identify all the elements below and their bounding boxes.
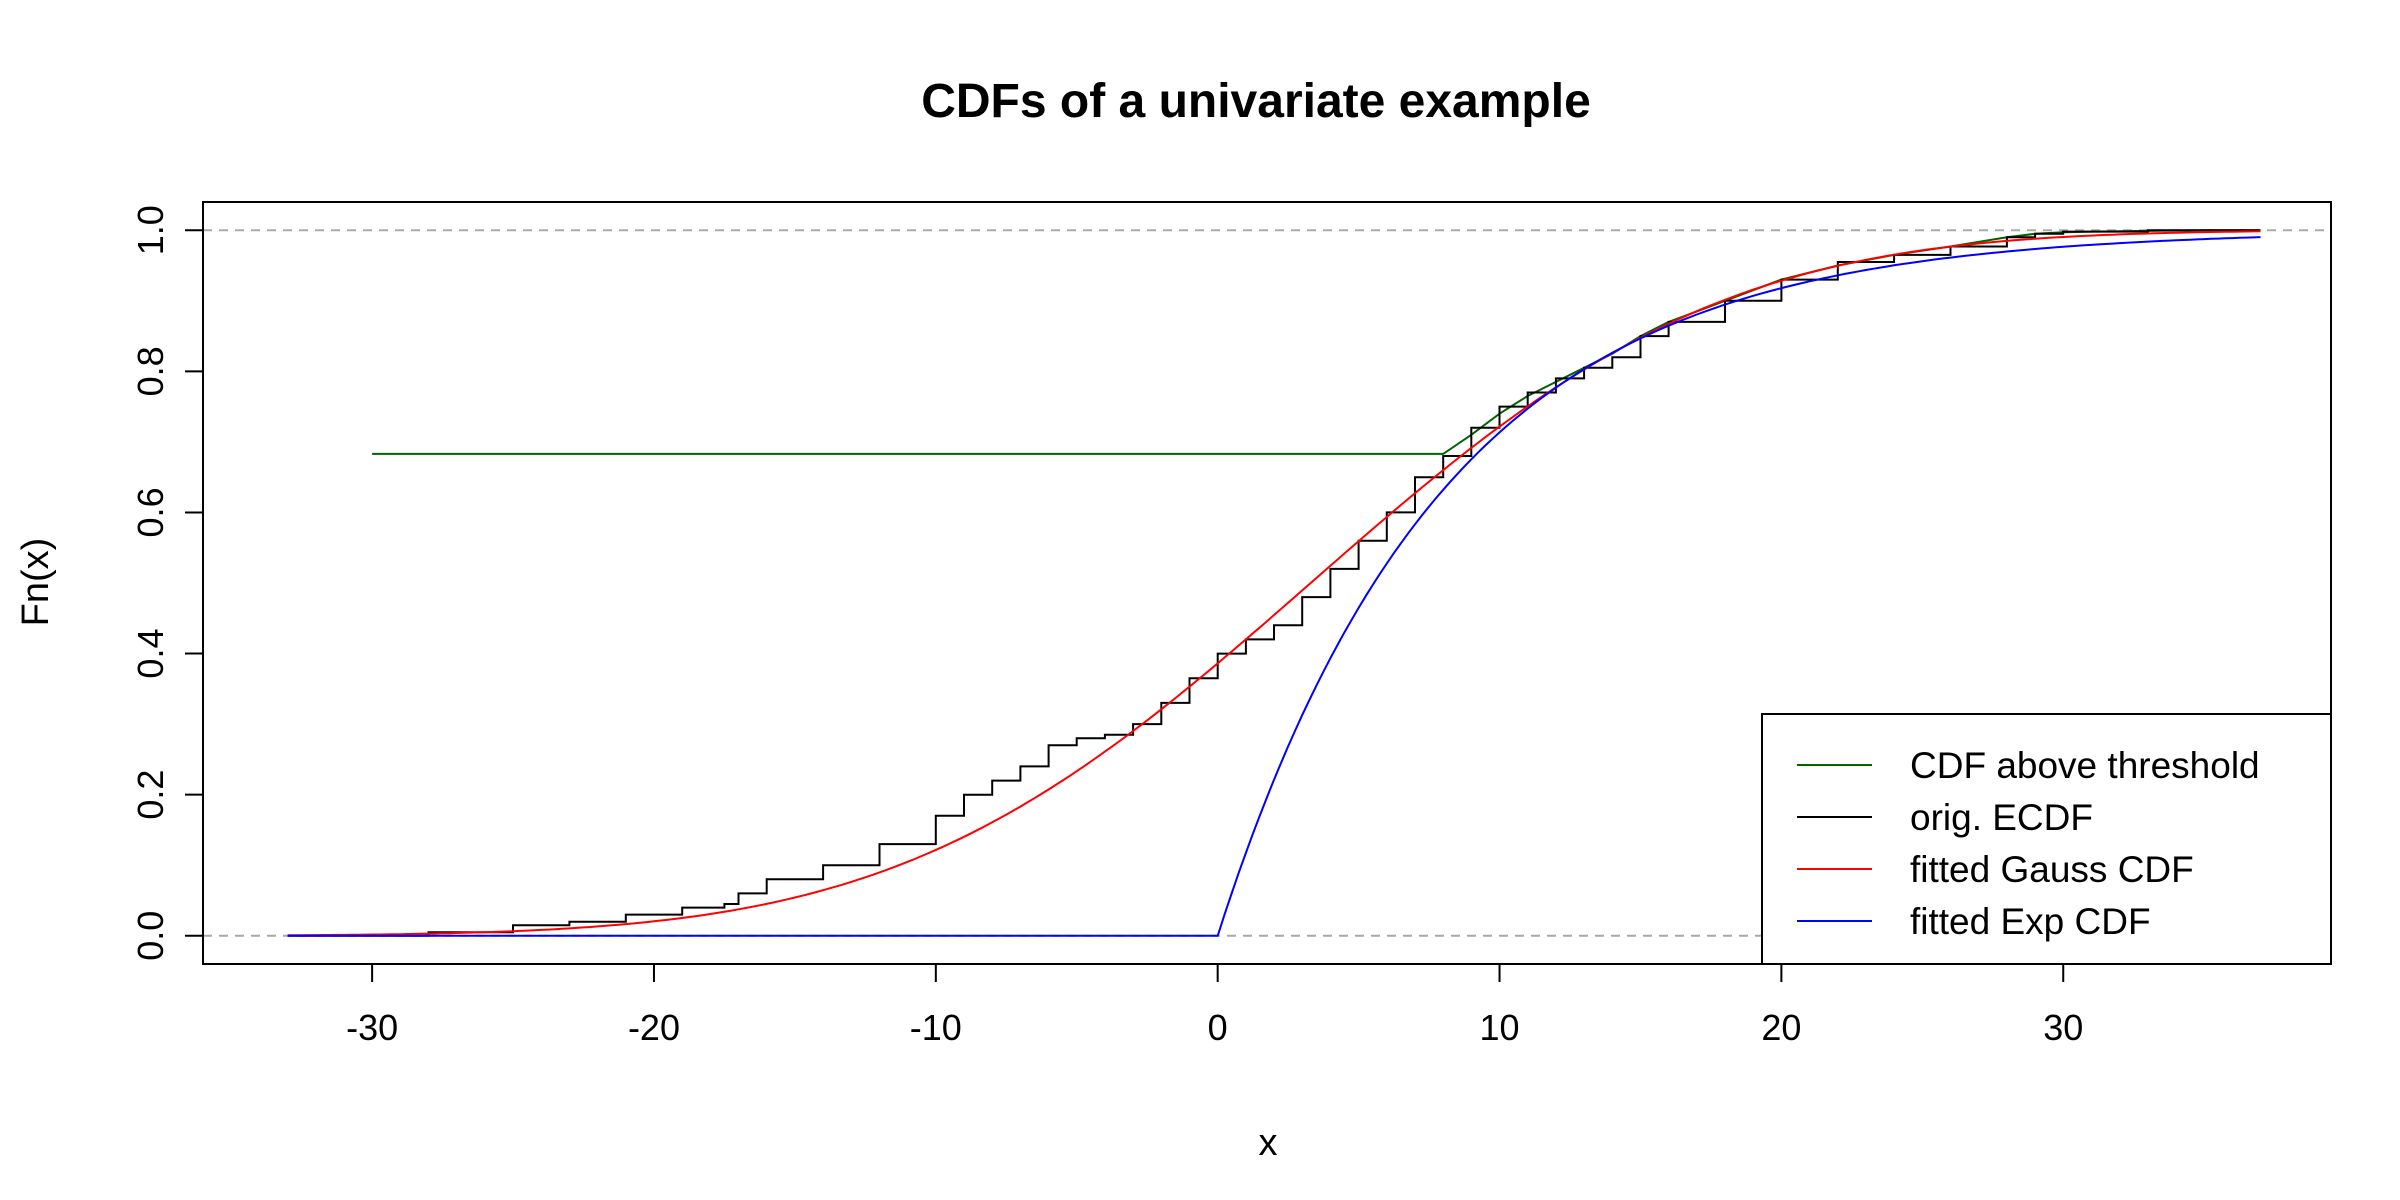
series-line-2	[287, 229, 2261, 937]
legend-label-3: fitted Gauss CDF	[1910, 849, 2194, 890]
x-tick-label: -20	[628, 1007, 680, 1048]
series-line-3	[287, 230, 2261, 937]
y-tick-label: 0.4	[130, 629, 171, 679]
x-tick-label: 20	[1761, 1007, 1801, 1048]
series-line-1	[372, 229, 2261, 455]
x-tick-label: 30	[2043, 1007, 2083, 1048]
y-tick-label: 0.6	[130, 487, 171, 537]
legend-box	[1761, 713, 2332, 965]
x-tick-label: 10	[1480, 1007, 1520, 1048]
legend-label-1: CDF above threshold	[1910, 745, 2260, 786]
y-tick-label: 1.0	[130, 205, 171, 255]
y-axis-label: Fn(x)	[15, 538, 57, 627]
legend: CDF above threshold orig. ECDF fitted Gaus…	[1761, 713, 2332, 965]
legend-label-2: orig. ECDF	[1910, 797, 2093, 838]
legend-label-4: fitted Exp CDF	[1910, 901, 2151, 942]
y-tick-label: 0.0	[130, 911, 171, 961]
x-tick-label: 0	[1208, 1007, 1228, 1048]
x-tick-label: -10	[910, 1007, 962, 1048]
x-axis-label: x	[1259, 1122, 1278, 1164]
y-tick-label: 0.2	[130, 770, 171, 820]
y-tick-label: 0.8	[130, 346, 171, 396]
x-tick-label: -30	[346, 1007, 398, 1048]
x-axis: -30 -20 -10 0 10 20 30	[346, 963, 2083, 1048]
series-line-4	[287, 236, 2261, 937]
series-layer	[287, 229, 2261, 937]
y-axis: 0.0 0.2 0.4 0.6 0.8 1.0	[130, 205, 204, 961]
chart-title: CDFs of a univariate example	[921, 75, 1591, 128]
